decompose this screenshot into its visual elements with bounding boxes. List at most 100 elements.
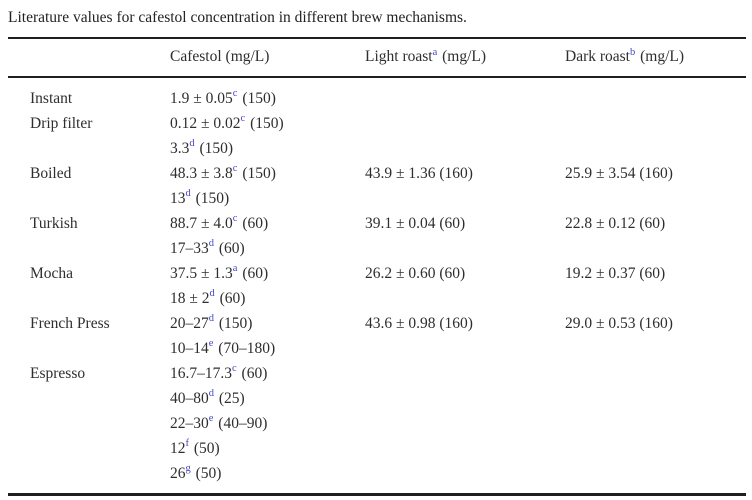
brew-method-label: Drip filter [30,114,93,132]
concentration-value: 1.9 ± 0.05 [170,89,233,107]
concentration-value: 29.0 ± 0.53 [565,314,636,332]
sample-size-note: (160) [635,164,673,182]
concentration-value: 22.8 ± 0.12 [565,214,636,232]
footnote-link[interactable]: c [232,88,238,100]
cafestol-value-cell: 0.12 ± 0.02c (150) [170,113,365,133]
concentration-value: 25.9 ± 3.54 [565,164,636,182]
concentration-value: 0.12 ± 0.02 [170,114,241,132]
footnote-link[interactable]: d [208,313,214,325]
brew-method-label: Turkish [30,214,78,232]
footnote-link[interactable]: c [232,163,238,175]
cafestol-value-cell: 1.9 ± 0.05c (150) [170,88,365,108]
sample-size-note: (60) [635,264,666,282]
concentration-value: 88.7 ± 4.0 [170,214,233,232]
light-value-cell: 39.1 ± 0.04 (60) [365,215,565,233]
cafestol-value-cell: 18 ± 2d (60) [170,288,365,308]
dark-value-cell: 25.9 ± 3.54 (160) [565,165,746,183]
footnote-link[interactable]: d [208,238,214,250]
table-row: 17–33d (60) [8,236,746,261]
table-row: Mocha 37.5 ± 1.3a (60) 26.2 ± 0.60 (60) 19.… [8,261,746,286]
sample-size-note: (150) [195,139,234,157]
cafestol-value-cell: 48.3 ± 3.8c (150) [170,163,365,183]
cafestol-value-cell: 26g (50) [170,463,365,483]
cafestol-value-cell: 10–14e (70–180) [170,338,365,358]
brew-method-label: French Press [30,314,110,332]
sample-size-note: (60) [435,264,466,282]
cafestol-value-cell: 3.3d (150) [170,138,365,158]
concentration-value: 12 [170,439,186,457]
concentration-value: 43.9 ± 1.36 [365,164,436,182]
footnote-link[interactable]: e [208,413,214,425]
table-row: 26g (50) [8,461,746,486]
concentration-value: 22–30 [170,414,209,432]
footnote-link[interactable]: e [208,338,214,350]
brew-method-label: Mocha [30,264,74,282]
footnote-link[interactable]: c [232,213,238,225]
table-row: Drip filter 0.12 ± 0.02c (150) [8,111,746,136]
concentration-value: 10–14 [170,339,209,357]
sample-size-note: (150) [191,189,230,207]
cafestol-value-cell: 88.7 ± 4.0c (60) [170,213,365,233]
footnote-link[interactable]: d [185,188,191,200]
concentration-value: 48.3 ± 3.8 [170,164,233,182]
concentration-value: 37.5 ± 1.3 [170,264,233,282]
sample-size-note: (160) [435,314,473,332]
concentration-value: 17–33 [170,239,209,257]
footnote-link[interactable]: a [232,263,238,275]
concentration-value: 43.6 ± 0.98 [365,314,436,332]
sample-size-note: (40–90) [214,414,268,432]
concentration-value: 39.1 ± 0.04 [365,214,436,232]
concentration-value: 40–80 [170,389,209,407]
footnote-link[interactable]: g [185,463,191,475]
table-row: Instant 1.9 ± 0.05c (150) [8,86,746,111]
column-header-dark-roast: Dark roastb (mg/L) [565,46,746,66]
sample-size-note: (160) [635,314,673,332]
concentration-value: 13 [170,189,186,207]
cafestol-value-cell: 20–27d (150) [170,313,365,333]
dark-value-cell: 29.0 ± 0.53 (160) [565,315,746,333]
table-row: 12f (50) [8,436,746,461]
light-value-cell: 43.9 ± 1.36 (160) [365,165,565,183]
sample-size-note: (60) [238,214,269,232]
header-unit: (mg/L) [636,48,685,65]
footnote-link-b[interactable]: b [630,46,636,58]
concentration-value: 20–27 [170,314,209,332]
table-row: Turkish 88.7 ± 4.0c (60) 39.1 ± 0.04 (60) 2… [8,211,746,236]
footnote-link[interactable]: d [208,388,214,400]
table-header-row: Cafestol (mg/L) Light roasta (mg/L) Dark… [8,39,746,78]
cafestol-value-cell: 13d (150) [170,188,365,208]
concentration-value: 16.7–17.3 [170,364,232,382]
table-body: Instant 1.9 ± 0.05c (150) Drip filter 0.12 … [8,78,746,493]
table-caption: Literature values for cafestol concentra… [8,9,467,26]
sample-size-note: (150) [238,164,276,182]
table-row: French Press 20–27d (150) 43.6 ± 0.98 (160… [8,311,746,336]
table-row: 22–30e (40–90) [8,411,746,436]
sample-size-note: (60) [635,214,666,232]
sample-size-note: (70–180) [214,339,276,357]
dark-value-cell: 19.2 ± 0.37 (60) [565,265,746,283]
footnote-link[interactable]: c [232,363,237,375]
cafestol-value-cell: 12f (50) [170,438,365,458]
footnote-link[interactable]: d [189,138,195,150]
sample-size-note: (50) [190,439,220,457]
footnote-link[interactable]: c [240,113,246,125]
data-table: Cafestol (mg/L) Light roasta (mg/L) Dark… [8,37,746,496]
light-value-cell: 43.6 ± 0.98 (160) [365,315,565,333]
sample-size-note: (160) [435,164,473,182]
brew-method-label: Espresso [30,364,86,382]
header-unit: (mg/L) [438,48,487,65]
table-row: 13d (150) [8,186,746,211]
footnote-link[interactable]: f [185,438,190,450]
sample-size-note: (150) [246,114,284,132]
table-row: Espresso 16.7–17.3c (60) [8,361,746,386]
brew-method-label: Instant [30,89,73,107]
cafestol-value-cell: 17–33d (60) [170,238,365,258]
concentration-value: 26 [170,464,186,482]
concentration-value: 19.2 ± 0.37 [565,264,636,282]
footnote-link[interactable]: d [209,288,215,300]
footnote-link-a[interactable]: a [432,46,438,58]
table-row: 40–80d (25) [8,386,746,411]
sample-size-note: (60) [238,264,269,282]
table-row: 18 ± 2d (60) [8,286,746,311]
